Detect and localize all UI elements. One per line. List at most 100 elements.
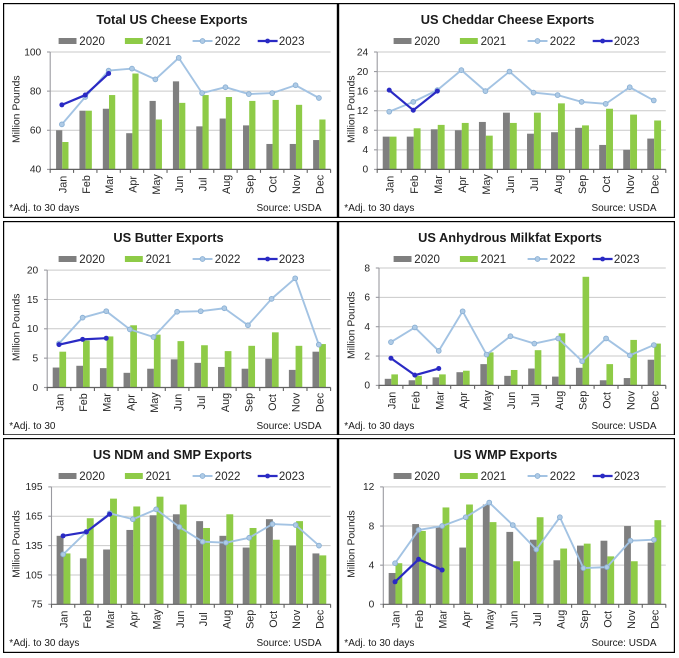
svg-text:Dec: Dec	[649, 174, 661, 194]
svg-text:0: 0	[369, 600, 375, 611]
svg-text:Mar: Mar	[434, 390, 446, 409]
svg-text:24: 24	[357, 47, 369, 58]
svg-text:Jul: Jul	[198, 177, 210, 191]
svg-text:May: May	[481, 174, 493, 195]
svg-text:4: 4	[369, 560, 375, 571]
svg-text:2020: 2020	[414, 471, 440, 483]
svg-text:May: May	[151, 174, 163, 195]
svg-text:Jun: Jun	[175, 611, 187, 628]
svg-text:Nov: Nov	[625, 390, 637, 410]
svg-text:Total US Cheese Exports: Total US Cheese Exports	[96, 12, 247, 27]
svg-text:0: 0	[33, 382, 39, 393]
svg-text:Nov: Nov	[291, 174, 303, 194]
svg-text:Mar: Mar	[438, 610, 450, 629]
svg-text:2021: 2021	[481, 36, 507, 48]
svg-text:40: 40	[30, 165, 42, 176]
svg-text:Nov: Nov	[291, 609, 303, 629]
svg-text:Jul: Jul	[196, 395, 208, 409]
svg-text:Aug: Aug	[221, 610, 233, 629]
svg-text:Dec: Dec	[314, 174, 326, 194]
svg-text:Aug: Aug	[220, 392, 232, 411]
svg-text:2022: 2022	[215, 471, 241, 483]
svg-text:May: May	[152, 609, 164, 630]
svg-text:75: 75	[31, 600, 43, 611]
svg-text:2021: 2021	[481, 254, 507, 266]
svg-text:Jun: Jun	[505, 176, 517, 193]
svg-text:Dec: Dec	[314, 609, 326, 629]
svg-text:5: 5	[33, 353, 39, 364]
svg-text:100: 100	[24, 47, 41, 58]
svg-text:Jan: Jan	[59, 611, 71, 628]
svg-text:80: 80	[30, 86, 42, 97]
svg-text:*Adj. to 30 days: *Adj. to 30 days	[9, 203, 79, 214]
svg-text:2022: 2022	[215, 254, 241, 266]
svg-text:Dec: Dec	[650, 609, 662, 629]
svg-text:2021: 2021	[481, 471, 507, 483]
svg-text:8: 8	[369, 521, 375, 532]
svg-text:Jun: Jun	[506, 391, 518, 408]
svg-text:Apr: Apr	[125, 393, 137, 410]
svg-text:Feb: Feb	[81, 175, 93, 194]
svg-text:Apr: Apr	[458, 391, 470, 408]
svg-text:Jul: Jul	[530, 393, 542, 407]
svg-text:2: 2	[364, 351, 370, 362]
svg-text:Dec: Dec	[649, 390, 661, 410]
svg-text:May: May	[149, 391, 161, 412]
svg-text:Aug: Aug	[221, 175, 233, 194]
svg-text:US NDM and SMP Exports: US NDM and SMP Exports	[93, 447, 252, 462]
svg-text:*Adj. to 30 days: *Adj. to 30 days	[9, 638, 79, 649]
svg-text:Oct: Oct	[268, 176, 280, 193]
svg-text:Sep: Sep	[579, 610, 591, 629]
svg-text:Feb: Feb	[414, 610, 426, 629]
svg-text:May: May	[482, 389, 494, 410]
svg-text:16: 16	[357, 86, 369, 97]
svg-text:Nov: Nov	[626, 609, 638, 629]
svg-text:2022: 2022	[550, 254, 576, 266]
svg-text:Source: USDA: Source: USDA	[591, 420, 656, 431]
svg-text:Mar: Mar	[104, 175, 116, 194]
svg-text:6: 6	[364, 292, 370, 303]
svg-text:Mar: Mar	[433, 175, 445, 194]
svg-text:Aug: Aug	[553, 175, 565, 194]
svg-text:Feb: Feb	[82, 610, 94, 629]
svg-text:Million Pounds: Million Pounds	[347, 291, 358, 359]
svg-text:2023: 2023	[614, 471, 640, 483]
svg-text:4: 4	[364, 322, 370, 333]
svg-text:Apr: Apr	[127, 176, 139, 193]
svg-text:Jun: Jun	[173, 393, 185, 410]
svg-text:2022: 2022	[215, 36, 241, 48]
svg-text:Million Pounds: Million Pounds	[12, 510, 23, 578]
svg-text:Sep: Sep	[578, 390, 590, 409]
svg-text:Apr: Apr	[461, 611, 473, 628]
svg-text:Jun: Jun	[174, 176, 186, 193]
svg-text:195: 195	[26, 482, 43, 493]
svg-text:US Butter Exports: US Butter Exports	[113, 230, 223, 245]
svg-text:Feb: Feb	[410, 391, 422, 410]
svg-text:20: 20	[27, 265, 39, 276]
svg-text:2020: 2020	[79, 471, 105, 483]
svg-text:Source: USDA: Source: USDA	[256, 638, 321, 649]
svg-text:Apr: Apr	[457, 176, 469, 193]
svg-text:Million Pounds: Million Pounds	[12, 293, 23, 361]
svg-text:2023: 2023	[614, 254, 640, 266]
svg-text:Source: USDA: Source: USDA	[591, 638, 656, 649]
svg-text:135: 135	[26, 541, 43, 552]
svg-text:165: 165	[26, 512, 43, 523]
svg-text:US Cheddar Cheese Exports: US Cheddar Cheese Exports	[421, 12, 595, 27]
svg-text:Sep: Sep	[243, 392, 255, 411]
svg-text:May: May	[485, 609, 497, 630]
svg-text:Apr: Apr	[128, 611, 140, 628]
svg-text:20: 20	[357, 67, 369, 78]
svg-text:2022: 2022	[550, 36, 576, 48]
svg-text:Jul: Jul	[532, 612, 544, 626]
svg-text:Jan: Jan	[386, 391, 398, 408]
svg-text:2023: 2023	[279, 36, 305, 48]
svg-text:8: 8	[363, 126, 369, 137]
svg-text:Sep: Sep	[577, 175, 589, 194]
svg-text:Jan: Jan	[385, 176, 397, 193]
svg-text:Jul: Jul	[529, 177, 541, 191]
svg-text:Sep: Sep	[244, 175, 256, 194]
svg-text:US WMP Exports: US WMP Exports	[454, 447, 558, 462]
svg-text:Aug: Aug	[555, 610, 567, 629]
svg-text:2023: 2023	[279, 254, 305, 266]
